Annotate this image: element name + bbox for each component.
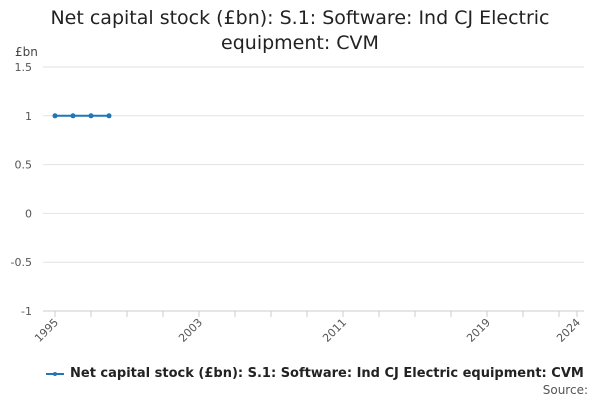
data-point (52, 113, 58, 119)
y-tick-label: 0.5 (15, 159, 33, 172)
x-tick-label: 2024 (554, 316, 583, 345)
x-tick-label: 2003 (176, 316, 205, 345)
data-point (88, 113, 94, 119)
y-tick-label: 0 (25, 207, 32, 220)
x-tick-label: 2011 (320, 316, 349, 345)
y-tick-label: 1.5 (15, 61, 33, 74)
x-tick-label: 1995 (32, 316, 61, 345)
y-tick-label: -1 (21, 305, 32, 318)
legend[interactable]: Net capital stock (£bn): S.1: Software: … (46, 366, 584, 381)
legend-series-label: Net capital stock (£bn): S.1: Software: … (70, 366, 584, 381)
data-point (70, 113, 76, 119)
y-tick-label: 1 (25, 110, 32, 123)
x-tick-label: 2019 (464, 316, 493, 345)
chart-title: Net capital stock (£bn): S.1: Software: … (50, 7, 550, 54)
y-tick-label: -0.5 (11, 256, 32, 269)
legend-series-swatch (46, 369, 64, 379)
y-unit-label: £bn (15, 45, 38, 59)
source-label: Source: (542, 383, 588, 397)
data-point (106, 113, 112, 119)
